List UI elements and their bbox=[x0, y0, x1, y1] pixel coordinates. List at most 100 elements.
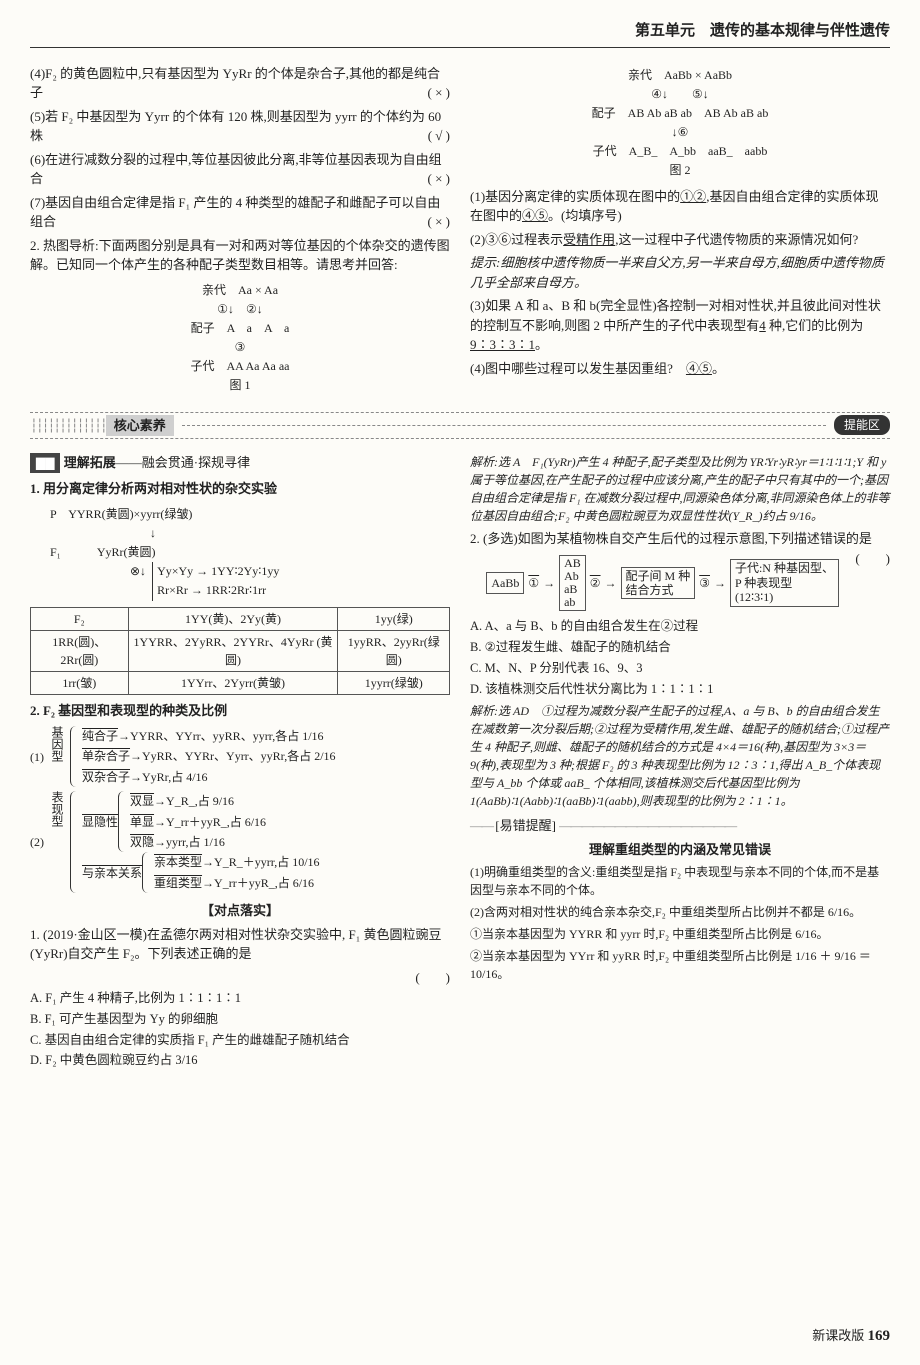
page-footer: 新课改版 169 bbox=[812, 1325, 890, 1348]
yicuo-p2: (2)含两对相对性状的纯合亲本杂交,F₂ 中重组类型所占比例并不都是 6/16。 bbox=[470, 903, 890, 921]
a1-ans1: ①② bbox=[680, 189, 706, 204]
unit-header: 第五单元 遗传的基本规律与伴性遗传 bbox=[30, 20, 890, 48]
a3-ans2: 9∶3∶3∶1 bbox=[470, 337, 535, 352]
answer-1: (1)基因分离定律的实质体现在图中的①②,基因自由组合定律的实质体现在图中的④⑤… bbox=[470, 187, 890, 226]
item7-text: (7)基因自由组合定律是指 F₁ 产生的 4 种类型的雄配子和雌配子可以自由组合 bbox=[30, 195, 440, 230]
q1-stem: 1. (2019·金山区一模)在孟德尔两对相对性状杂交实验中, F₁ 黄色圆粒豌… bbox=[30, 925, 450, 964]
dash-right: ———————————————— bbox=[559, 818, 735, 833]
brace-glyph bbox=[70, 791, 78, 893]
b1-l3b: YyRr,占 4/16 bbox=[142, 770, 208, 784]
a4-text: (4)图中哪些过程可以发生基因重组? bbox=[470, 361, 686, 376]
b2b-l2b: Y_rr＋yyR_,占 6/16 bbox=[214, 876, 314, 890]
bar-label: 核心素养 bbox=[106, 415, 174, 437]
bar-dots-left: ┆┆┆┆┆┆┆┆┆┆┆┆┆ bbox=[30, 416, 106, 436]
a2-suffix: ,这一过程中子代遗传物质的来源情况如何? bbox=[615, 232, 858, 247]
fig1-caption: 图 1 bbox=[30, 376, 450, 395]
q2-opt-b: B. ②过程发生雌、雄配子的随机结合 bbox=[470, 638, 890, 657]
b2b-l1a: 亲本类型 bbox=[154, 855, 202, 869]
explain-1: 解析:选 A F₁(YyRr)产生 4 种配子,配子类型及比例为 YR∶Yr∶y… bbox=[470, 453, 890, 525]
item5-mark: ( √ ) bbox=[428, 126, 450, 146]
a3-suffix: 。 bbox=[535, 337, 548, 352]
bottom-columns: ▇▇ 理解拓展——融会贯通·探规寻律 1. 用分离定律分析两对相对性状的杂交实验… bbox=[30, 449, 890, 1072]
fig2-offspring: 子代 A_B_ A_bb aaB_ aabb bbox=[470, 142, 890, 161]
a2-text: (2)③⑥过程表示 bbox=[470, 232, 563, 247]
col-left-top: (4)F₂ 的黄色圆粒中,只有基因型为 YyRr 的个体是杂合子,其他的都是纯合… bbox=[30, 60, 450, 402]
q2-opt-a: A. A、a 与 B、b 的自由组合发生在②过程 bbox=[470, 617, 890, 636]
q2-opt-d: D. 该植株测交后代性状分离比为 1∶1∶1∶1 bbox=[470, 680, 890, 699]
heading1-suffix: ——融会贯通·探规寻律 bbox=[116, 455, 250, 470]
q2d-box3: 子代:N 种基因型、 P 种表现型 (12∶3∶1) bbox=[730, 559, 839, 606]
q1-paren: ( ) bbox=[30, 968, 450, 988]
brace2-top: 显隐性 bbox=[82, 812, 118, 832]
footer-page-number: 169 bbox=[868, 1328, 891, 1344]
brace-glyph bbox=[142, 852, 150, 893]
flow-p: P YYRR(黄圆)×yyrr(绿皱) bbox=[30, 505, 450, 524]
q2d-box1: AaBb bbox=[486, 572, 524, 594]
table-row: F₂ 1YY(黄)、2Yy(黄) 1yy(绿) bbox=[31, 607, 450, 630]
q1-opt-a: A. F₁ 产生 4 种精子,比例为 1∶1∶1∶1 bbox=[30, 989, 450, 1008]
brace-glyph bbox=[70, 726, 78, 787]
item4-mark: ( × ) bbox=[428, 83, 451, 103]
fig2-caption: 图 2 bbox=[470, 161, 890, 180]
duidian-label: 【对点落实】 bbox=[30, 901, 450, 921]
item7-mark: ( × ) bbox=[428, 212, 451, 232]
a4-ans: ④⑤ bbox=[686, 361, 712, 376]
q2d-arrow1: ① bbox=[528, 574, 539, 592]
heading1-prefix: 理解拓展 bbox=[64, 455, 116, 470]
a1-ans2: ④⑤ bbox=[522, 208, 548, 223]
col-right-bottom: 解析:选 A F₁(YyRr)产生 4 种配子,配子类型及比例为 YR∶Yr∶y… bbox=[470, 449, 890, 1072]
brace1-side: 基因型 bbox=[48, 726, 70, 787]
brace2-side: 表现型 bbox=[48, 791, 70, 893]
q2-paren: ( ) bbox=[855, 549, 890, 569]
t1-r1c1: F₂ bbox=[31, 607, 129, 630]
brace2-content: 显隐性 双显→Y_R_,占 9/16 单显→Y_rr＋yyR_,占 6/16 双… bbox=[82, 791, 320, 893]
section-bar-core: ┆┆┆┆┆┆┆┆┆┆┆┆┆ 核心素养 提能区 bbox=[30, 412, 890, 440]
q1-stem-text: 1. (2019·金山区一模)在孟德尔两对相对性状杂交实验中, F₁ 黄色圆粒豌… bbox=[30, 927, 442, 962]
item4: (4)F₂ 的黄色圆粒中,只有基因型为 YyRr 的个体是杂合子,其他的都是纯合… bbox=[30, 64, 450, 103]
b2a-l1a: 双显 bbox=[130, 794, 154, 808]
heading-lijie: ▇▇ 理解拓展——融会贯通·探规寻律 bbox=[30, 453, 450, 473]
fig2-step6: ↓⑥ bbox=[470, 123, 890, 142]
hint: 提示:细胞核中遗传物质一半来自父方,另一半来自母方,细胞质中遗传物质几乎全部来自… bbox=[470, 253, 890, 292]
bar-fill bbox=[182, 425, 826, 426]
flow-diagram-1: P YYRR(黄圆)×yyrr(绿皱) ↓ F₁ YyRr(黄圆) ⊗↓ Yy×… bbox=[30, 505, 450, 601]
b1-l2b: YyRR、YYRr、Yyrr、yyRr,各占 2/16 bbox=[142, 749, 336, 763]
flow-cross: ⊗↓ bbox=[130, 562, 146, 600]
bar-pill: 提能区 bbox=[834, 415, 890, 435]
t1-r2c2: 1YYRR、2YyRR、2YYRr、4YyRr (黄圆) bbox=[128, 630, 338, 671]
q2d-box2: 配子间 M 种 结合方式 bbox=[621, 567, 696, 600]
fig2-parent: 亲代 AaBb × AaBb bbox=[470, 66, 890, 85]
table-f2: F₂ 1YY(黄)、2Yy(黄) 1yy(绿) 1RR(圆)、2Rr(圆) 1Y… bbox=[30, 607, 450, 695]
col-left-bottom: ▇▇ 理解拓展——融会贯通·探规寻律 1. 用分离定律分析两对相对性状的杂交实验… bbox=[30, 449, 450, 1072]
b2a-l3b: yyrr,占 1/16 bbox=[166, 835, 225, 849]
flow-arrow1: ↓ bbox=[30, 524, 450, 543]
yicuo-p1: (1)明确重组类型的含义:重组类型是指 F₂ 中表现型与亲本不同的个体,而不是基… bbox=[470, 863, 890, 899]
yicuo-p3: ①当亲本基因型为 YYRR 和 yyrr 时,F₂ 中重组类型所占比例是 6/1… bbox=[470, 925, 890, 943]
t1-r3c3: 1yyrr(绿皱) bbox=[338, 671, 450, 694]
b2b-l1b: Y_R_＋yyrr,占 10/16 bbox=[214, 855, 320, 869]
t1-r3c1: 1rr(皱) bbox=[31, 671, 129, 694]
yicuo-p4: ②当亲本基因型为 YYrr 和 yyRR 时,F₂ 中重组类型所占比例是 1/1… bbox=[470, 947, 890, 983]
col-right-top: 亲代 AaBb × AaBb ④↓ ⑤↓ 配子 AB Ab aB ab AB A… bbox=[470, 60, 890, 402]
b2a-l3a: 双隐 bbox=[130, 835, 154, 849]
a1-suffix: 。(均填序号) bbox=[548, 208, 622, 223]
b1-l3a: 双杂合子 bbox=[82, 770, 130, 784]
item6-text: (6)在进行减数分裂的过程中,等位基因彼此分离,非等位基因表现为自由组合 bbox=[30, 152, 442, 187]
brace-block-2: (2) 表现型 显隐性 双显→Y_R_,占 9/16 单显→Y_rr＋yyR_,… bbox=[30, 791, 450, 893]
b2a-l2b: Y_rr＋yyR_,占 6/16 bbox=[166, 815, 266, 829]
q2-options: A. A、a 与 B、b 的自由组合发生在②过程 B. ②过程发生雌、雄配子的随… bbox=[470, 617, 890, 698]
a2-ans: 受精作用 bbox=[563, 232, 615, 247]
table-row: 1rr(皱) 1YYrr、2Yyrr(黄皱) 1yyrr(绿皱) bbox=[31, 671, 450, 694]
a3-mid: 种,它们的比例为 bbox=[766, 318, 864, 333]
q2-stem-right: 2. (多选)如图为某植物株自交产生后代的过程示意图,下列描述错误的是 ( ) bbox=[470, 529, 890, 549]
q1-options: A. F₁ 产生 4 种精子,比例为 1∶1∶1∶1 B. F₁ 可产生基因型为… bbox=[30, 989, 450, 1070]
t1-r2c3: 1yyRR、2yyRr(绿圆) bbox=[338, 630, 450, 671]
q1-opt-b: B. F₁ 可产生基因型为 Yy 的卵细胞 bbox=[30, 1010, 450, 1029]
a1-prefix: (1)基因分离定律的实质体现在图中的 bbox=[470, 189, 680, 204]
b2a-l2a: 单显 bbox=[130, 815, 154, 829]
subheading-1: 1. 用分离定律分析两对相对性状的杂交实验 bbox=[30, 479, 450, 499]
yicuo-label: [易错提醒] bbox=[495, 818, 556, 833]
answer-4: (4)图中哪些过程可以发生基因重组? ④⑤。 bbox=[470, 359, 890, 379]
item4-text: (4)F₂ 的黄色圆粒中,只有基因型为 YyRr 的个体是杂合子,其他的都是纯合… bbox=[30, 66, 440, 101]
t1-r2c1: 1RR(圆)、2Rr(圆) bbox=[31, 630, 129, 671]
